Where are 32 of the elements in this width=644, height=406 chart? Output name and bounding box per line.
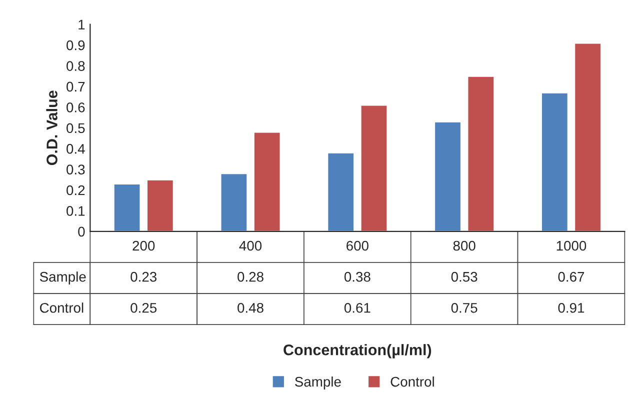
y-tick-label: 0.1 bbox=[66, 206, 85, 216]
legend-label: Sample bbox=[295, 376, 341, 390]
y-tick-label: 0.3 bbox=[66, 164, 85, 174]
data-label: 0.48 bbox=[238, 302, 264, 313]
data-label: 0.75 bbox=[451, 302, 478, 313]
y-tick-label: 0 bbox=[78, 226, 85, 237]
data-label: 0.61 bbox=[344, 302, 370, 313]
data-label: 0.23 bbox=[130, 272, 157, 282]
data-label: 0.67 bbox=[558, 272, 584, 282]
y-tick-label: 0.2 bbox=[66, 185, 85, 196]
text: Control bbox=[40, 302, 84, 313]
text: Concentration(µl/ml) bbox=[284, 344, 432, 358]
x-tick-label: 200 bbox=[132, 240, 155, 251]
y-tick-label: 0.6 bbox=[66, 102, 85, 112]
data-label: 0.38 bbox=[344, 272, 370, 282]
x-tick-label: 400 bbox=[239, 240, 262, 251]
x-tick-label: 600 bbox=[346, 240, 368, 251]
y-tick-label: 0.8 bbox=[66, 61, 85, 71]
data-label: 0.28 bbox=[238, 272, 264, 282]
data-label: 0.53 bbox=[451, 272, 478, 282]
y-tick-label: 0.5 bbox=[66, 123, 85, 134]
data-label: 0.91 bbox=[558, 302, 584, 313]
x-tick-label: 1000 bbox=[556, 240, 586, 251]
data-label: 0.25 bbox=[130, 302, 157, 313]
y-tick-label: 0.7 bbox=[66, 82, 85, 92]
y-axis-title: O.D. Value bbox=[46, 90, 58, 166]
x-tick-label: 800 bbox=[453, 240, 476, 251]
y-tick-label: 1 bbox=[78, 20, 85, 30]
y-tick-label: 0.9 bbox=[66, 40, 85, 50]
legend-label: Control bbox=[390, 376, 434, 387]
text: Sample bbox=[40, 272, 86, 284]
y-tick-label: 0.4 bbox=[66, 144, 85, 154]
